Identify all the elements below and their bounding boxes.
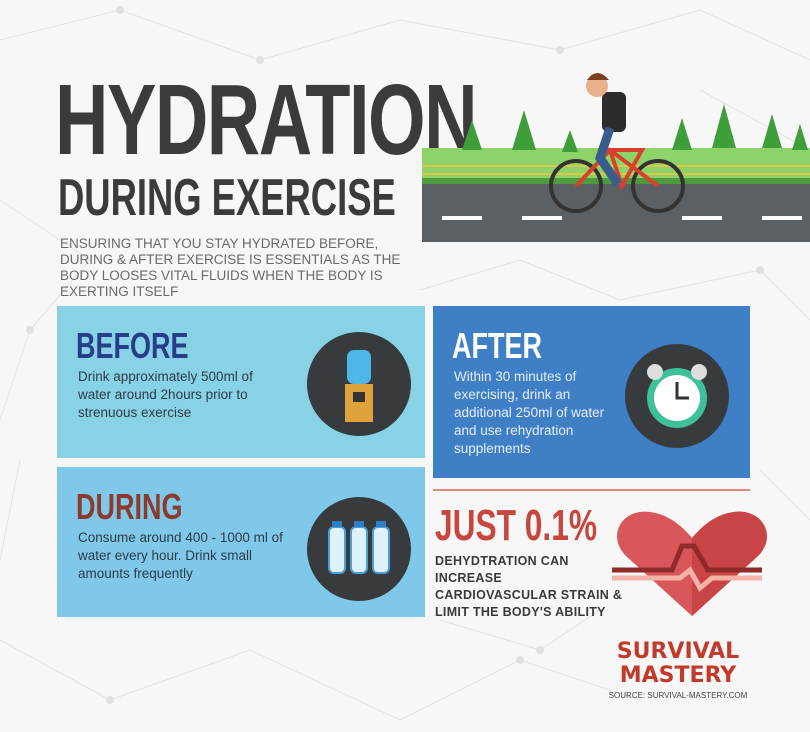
page-title: HYDRATION bbox=[55, 64, 478, 176]
after-text: Within 30 minutes of exercising, drink a… bbox=[454, 369, 605, 456]
subtitle: ENSURING THAT YOU STAY HYDRATED BEFORE, … bbox=[60, 236, 401, 299]
after-heading: AFTER bbox=[452, 325, 542, 366]
during-text: Consume around 400 - 1000 ml of water ev… bbox=[78, 530, 283, 581]
cyclist-illustration bbox=[422, 73, 810, 242]
stat-text: DEHYDTRATION CAN INCREASE CARDIOVASCULAR… bbox=[435, 554, 623, 619]
source-text: SOURCE: SURVIVAL-MASTERY.COM bbox=[608, 691, 748, 700]
during-section: DURING Consume around 400 - 1000 ml of w… bbox=[57, 467, 425, 617]
page-title-line2: DURING EXERCISE bbox=[58, 169, 396, 227]
survival-mastery-logo: SURVIVAL MASTERY bbox=[603, 640, 753, 688]
logo-line1: SURVIVAL bbox=[616, 639, 740, 664]
water-bottles-icon bbox=[307, 497, 411, 601]
during-heading: DURING bbox=[76, 486, 183, 527]
stat-headline: JUST 0.1% bbox=[435, 501, 597, 550]
heart-pulse-icon bbox=[612, 511, 767, 616]
alarm-clock-icon bbox=[625, 344, 729, 448]
water-cooler-icon bbox=[307, 332, 411, 436]
after-section: AFTER Within 30 minutes of exercising, d… bbox=[433, 306, 750, 478]
divider bbox=[433, 489, 750, 491]
before-heading: BEFORE bbox=[76, 325, 189, 366]
before-section: BEFORE Drink approximately 500ml of wate… bbox=[57, 306, 425, 458]
logo-line2: MASTERY bbox=[619, 663, 737, 688]
before-text: Drink approximately 500ml of water aroun… bbox=[78, 369, 253, 420]
